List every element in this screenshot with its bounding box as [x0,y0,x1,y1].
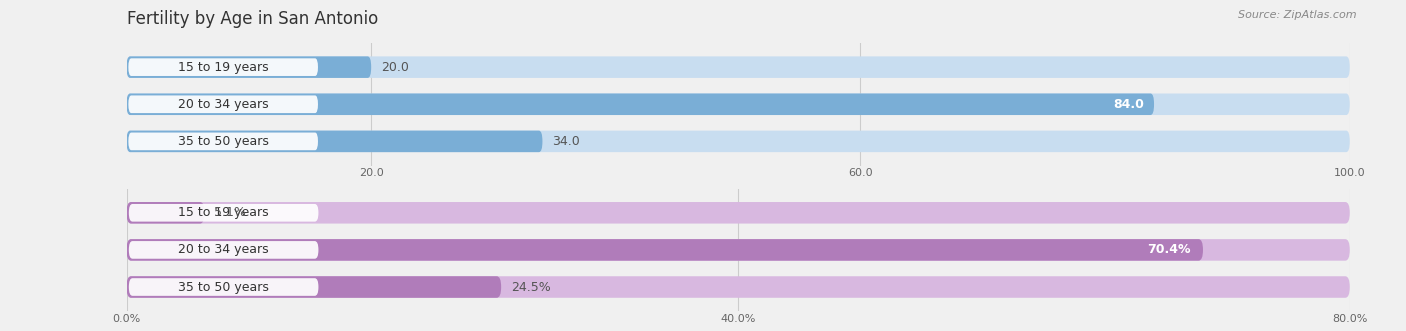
Text: Source: ZipAtlas.com: Source: ZipAtlas.com [1239,10,1357,20]
FancyBboxPatch shape [127,239,1204,261]
Text: 20 to 34 years: 20 to 34 years [179,243,269,257]
FancyBboxPatch shape [127,202,1350,223]
FancyBboxPatch shape [127,276,1350,298]
Text: 15 to 19 years: 15 to 19 years [179,61,269,74]
FancyBboxPatch shape [127,239,1350,261]
FancyBboxPatch shape [128,58,318,76]
FancyBboxPatch shape [127,202,204,223]
FancyBboxPatch shape [127,56,371,78]
FancyBboxPatch shape [127,56,1350,78]
Text: 24.5%: 24.5% [510,280,551,294]
FancyBboxPatch shape [127,131,1350,152]
FancyBboxPatch shape [129,241,318,259]
FancyBboxPatch shape [127,93,1350,115]
FancyBboxPatch shape [128,132,318,150]
Text: 34.0: 34.0 [553,135,579,148]
Text: Fertility by Age in San Antonio: Fertility by Age in San Antonio [127,10,378,28]
Text: 20.0: 20.0 [381,61,409,74]
Text: 84.0: 84.0 [1114,98,1144,111]
Text: 5.1%: 5.1% [214,206,246,219]
FancyBboxPatch shape [128,95,318,113]
FancyBboxPatch shape [129,204,318,222]
Text: 20 to 34 years: 20 to 34 years [179,98,269,111]
FancyBboxPatch shape [127,131,543,152]
Text: 35 to 50 years: 35 to 50 years [179,280,269,294]
Text: 70.4%: 70.4% [1147,243,1191,257]
FancyBboxPatch shape [127,276,501,298]
FancyBboxPatch shape [127,93,1154,115]
Text: 35 to 50 years: 35 to 50 years [177,135,269,148]
Text: 15 to 19 years: 15 to 19 years [179,206,269,219]
FancyBboxPatch shape [129,278,318,296]
